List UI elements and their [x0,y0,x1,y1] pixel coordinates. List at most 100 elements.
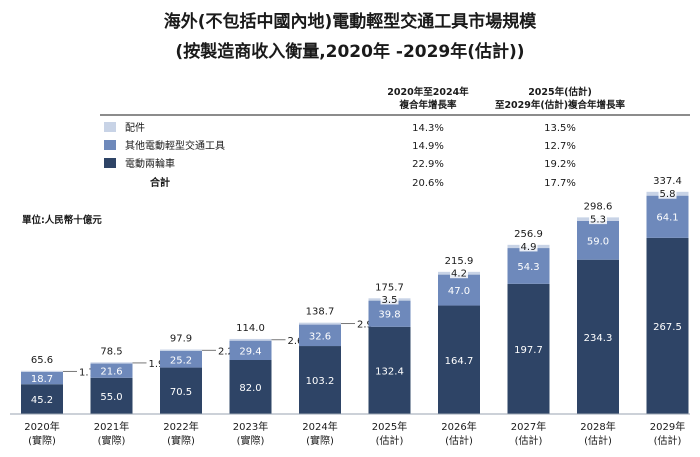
unit-label: 單位:人民幣十億元 [22,214,102,226]
bar-accessories-5 [299,322,341,325]
total-label-4: 114.0 [236,323,265,334]
value-label-accessories-9: 5.3 [590,215,606,226]
value-label-two-wheelers-10: 267.5 [653,322,682,333]
bar-two-wheelers-4 [229,360,272,414]
value-label-accessories-1: 1.7 [79,367,95,378]
total-label-6: 175.7 [375,282,404,293]
value-box-accessories-9 [589,213,607,225]
x-tick-year-7: 2026年 [441,420,476,433]
chart-title-line1: 海外(不包括中國內地)電動輕型交通工具市場規模 [164,11,538,32]
value-label-other-vehicles-6: 39.8 [378,310,400,321]
legend-swatch-accessories [104,122,116,132]
value-label-accessories-2: 1.9 [149,359,165,370]
cagr1-two-wheelers: 22.9% [412,159,444,170]
chart-title-line2: (按製造商收入衡量,2020年 -2029年(估計)) [175,41,524,62]
x-tick-note-3: (實際) [167,434,195,447]
value-label-other-vehicles-1: 18.7 [31,374,53,385]
cagr2-accessories: 13.5% [544,123,576,134]
cagr2-total: 17.7% [544,178,576,189]
x-tick-note-10: (估計) [654,434,682,447]
value-label-two-wheelers-2: 55.0 [100,392,122,403]
total-label-5: 138.7 [306,307,335,318]
bar-other-vehicles-5 [299,324,341,347]
x-axis-labels: 2020年(實際)2021年(實際)2022年(實際)2023年(實際)2024… [24,420,685,447]
value-label-accessories-4: 2.6 [288,336,304,347]
x-tick-note-2: (實際) [98,434,126,447]
value-label-two-wheelers-7: 164.7 [445,356,474,367]
bar-two-wheelers-8 [507,283,550,414]
total-label-1: 65.6 [31,355,53,366]
value-label-two-wheelers-1: 45.2 [31,395,53,406]
x-tick-year-4: 2023年 [233,420,268,433]
bar-accessories-3 [160,349,202,351]
total-label-8: 256.9 [514,229,543,240]
total-label-7: 215.9 [445,256,474,267]
value-label-other-vehicles-8: 54.3 [517,262,539,273]
value-label-other-vehicles-3: 25.2 [170,355,192,366]
value-label-accessories-5: 2.9 [357,320,373,331]
x-tick-note-4: (實際) [237,434,265,447]
cagr1-other-vehicles: 14.9% [412,141,444,152]
legend-swatch-two-wheelers [104,158,116,168]
value-label-two-wheelers-4: 82.0 [239,383,261,394]
bar-other-vehicles-4 [229,340,272,361]
bar-other-vehicles-10 [646,195,689,238]
x-tick-note-7: (估計) [445,434,473,447]
x-tick-year-6: 2025年 [372,420,407,433]
total-label-10: 337.4 [653,176,682,187]
bar-two-wheelers-1 [21,384,63,414]
bar-two-wheelers-3 [160,367,202,414]
value-label-accessories-10: 5.8 [660,189,676,200]
value-label-two-wheelers-9: 234.3 [584,333,613,344]
x-tick-year-1: 2020年 [24,420,59,433]
bar-accessories-1 [21,370,63,372]
value-label-accessories-6: 3.5 [382,295,398,306]
x-tick-year-8: 2027年 [511,420,546,433]
value-label-accessories-8: 4.9 [521,242,537,253]
total-label-3: 97.9 [170,334,192,345]
total-label-9: 298.6 [584,201,613,212]
x-tick-year-5: 2024年 [302,420,337,433]
value-box-accessories-8 [519,240,538,252]
cagr1-total: 20.6% [412,178,444,189]
x-tick-year-2: 2021年 [94,420,129,433]
value-box-accessories-6 [380,293,399,305]
x-tick-note-5: (實際) [306,434,334,447]
cagr1-accessories: 14.3% [412,123,444,134]
value-label-two-wheelers-6: 132.4 [375,366,404,377]
x-tick-note-9: (估計) [584,434,612,447]
legend-label-accessories: 配件 [125,122,145,134]
bar-plot-area: 45.2 18.7 1.7 65.6 55.0 21.6 1.9 78.5 70.5 25.2 2.… [21,176,689,414]
bar-accessories-2 [90,362,133,364]
value-box-accessories-10 [658,187,677,199]
bar-two-wheelers-6 [368,326,411,414]
cagr-col2-header-line2: 至2029年(估計)複合年增長率 [495,99,626,111]
legend-swatch-other-vehicles [104,140,116,150]
x-tick-note-8: (估計) [515,434,543,447]
bar-other-vehicles-3 [160,350,202,368]
value-label-other-vehicles-9: 59.0 [587,236,609,247]
bar-two-wheelers-2 [90,377,133,414]
x-tick-note-1: (實際) [28,434,56,447]
cagr2-other-vehicles: 12.7% [544,141,576,152]
cagr-col1-header-line1: 2020年至2024年 [387,86,469,98]
bar-other-vehicles-1 [21,371,63,385]
bar-other-vehicles-7 [438,274,480,306]
bar-other-vehicles-2 [90,363,133,378]
cagr-col1-header-line2: 複合年增長率 [398,99,457,111]
legend-label-two-wheelers: 電動兩輪車 [125,157,175,170]
bar-two-wheelers-5 [299,346,341,414]
value-label-accessories-3: 2.2 [218,346,234,357]
x-tick-year-3: 2022年 [163,420,198,433]
bar-two-wheelers-7 [438,305,480,414]
bar-accessories-4 [229,338,272,341]
total-label: 合計 [149,176,170,189]
value-label-other-vehicles-4: 29.4 [239,346,261,357]
bar-other-vehicles-9 [577,220,619,260]
bar-other-vehicles-6 [368,300,411,327]
value-box-accessories-7 [450,267,468,279]
bar-two-wheelers-10 [646,237,689,414]
total-label-2: 78.5 [100,346,122,357]
x-tick-year-10: 2029年 [650,420,685,433]
